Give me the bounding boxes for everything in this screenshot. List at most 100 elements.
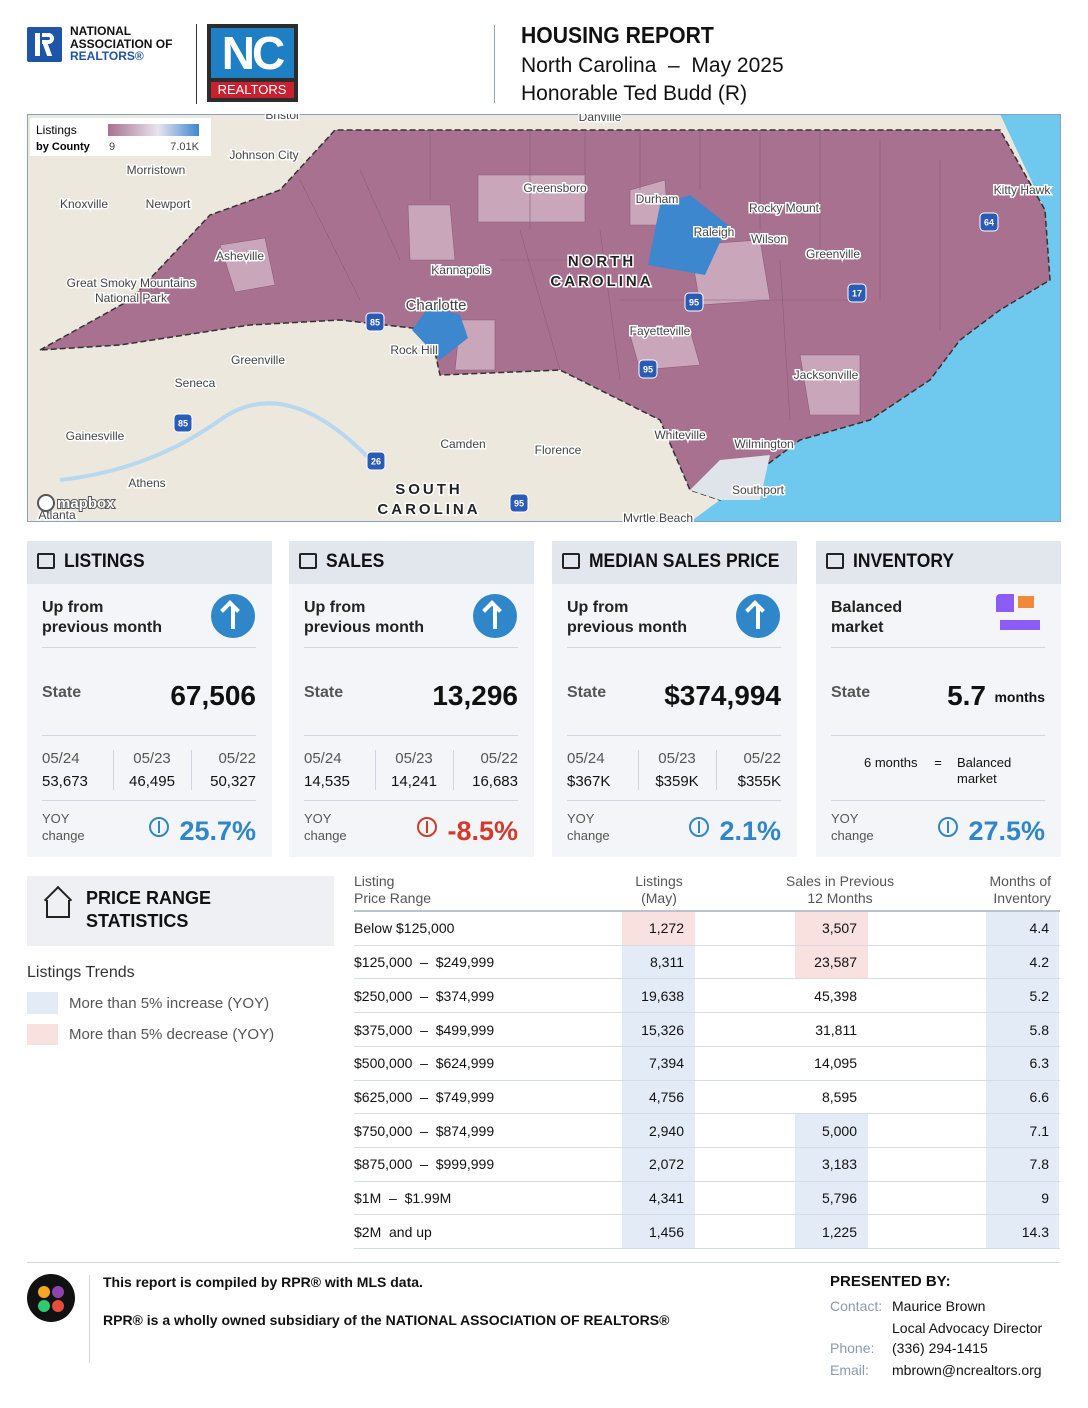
map-state-label: NORTH — [568, 253, 636, 270]
table-header: (May) — [641, 889, 677, 906]
map-place-label: Camden — [440, 437, 485, 451]
table-cell: 1,272 — [648, 920, 684, 937]
table-header-rule — [354, 910, 1060, 912]
nar-logo-r-arc — [42, 33, 54, 44]
yoy-label: YOY — [42, 811, 70, 827]
card-header — [816, 541, 1061, 584]
card-divider — [567, 800, 781, 801]
history-period: 05/23 — [133, 750, 171, 767]
cell-shade — [986, 1013, 1059, 1047]
card-title: SALES — [326, 550, 385, 572]
map-place-label: Knoxville — [60, 197, 108, 211]
highway-shield — [847, 283, 867, 303]
row-rule — [354, 944, 1060, 946]
map-place-label: Wilmington — [734, 437, 793, 451]
history-value: 50,327 — [210, 773, 256, 790]
yoy-label: change — [567, 828, 610, 844]
map-state-label: CAROLINA — [377, 501, 480, 518]
history-period: 05/24 — [567, 750, 605, 767]
card-title: MEDIAN SALES PRICE — [589, 550, 780, 572]
footer-rule — [27, 1262, 1060, 1263]
map-place-label: Whiteville — [654, 428, 706, 442]
card-title: INVENTORY — [853, 550, 955, 572]
card-title: LISTINGS — [64, 550, 145, 572]
map-place-label: Asheville — [216, 249, 264, 263]
nc-logo-band — [211, 82, 294, 98]
balance-lhs: 6 months — [864, 755, 918, 771]
highway-shield — [173, 413, 193, 433]
table-cell: 7.1 — [1029, 1122, 1049, 1139]
cell-shade — [622, 979, 695, 1014]
cell-shade — [622, 1013, 695, 1047]
cell-shade — [986, 945, 1059, 980]
table-cell: 1,225 — [821, 1223, 857, 1240]
card-state-value: $374,994 — [664, 680, 781, 712]
card — [289, 541, 534, 857]
history-period: 05/23 — [395, 750, 433, 767]
legend-swatch — [27, 1024, 58, 1045]
table-cell: 6.3 — [1029, 1055, 1049, 1072]
trend-arrow-shaft — [493, 605, 497, 629]
inventory-icon — [996, 594, 1040, 634]
row-rule — [354, 1079, 1060, 1081]
history-period: 05/22 — [480, 750, 518, 767]
card-state-label: State — [304, 684, 344, 702]
cell-shade — [795, 1215, 868, 1249]
card-trend: previous month — [42, 619, 163, 637]
table-cell: 8,311 — [650, 954, 684, 971]
yoy-arrow — [417, 817, 437, 837]
card-header — [27, 541, 272, 584]
nc-logo-mark: NC — [221, 27, 285, 80]
card-trend: Up from — [42, 599, 104, 617]
table-header: Inventory — [993, 889, 1051, 906]
rpr-logo-dot — [52, 1300, 64, 1312]
card-icon — [826, 553, 844, 569]
highway-number: 64 — [984, 217, 994, 227]
yoy-arrow-shaft — [698, 821, 700, 833]
map-state-label: SOUTH — [395, 481, 463, 498]
rpr-logo — [27, 1274, 75, 1322]
table-cell: 4.2 — [1029, 954, 1049, 971]
map-place-label: Myrtle Beach — [623, 511, 693, 522]
highway-number: 85 — [178, 418, 188, 428]
table-cell: $375,000 – $499,999 — [354, 1021, 495, 1038]
card-trend: previous month — [304, 619, 425, 637]
nar-logo-text: REALTORS® — [70, 48, 144, 63]
history-period: 05/22 — [218, 750, 256, 767]
row-rule — [354, 978, 1060, 980]
cell-shade — [986, 1215, 1059, 1249]
card — [27, 541, 272, 857]
yoy-label: change — [831, 828, 874, 844]
table-cell: $875,000 – $999,999 — [354, 1156, 495, 1173]
history-value: $359K — [655, 773, 699, 790]
table-header: Listing — [354, 872, 395, 889]
table-cell: $750,000 – $874,999 — [354, 1122, 495, 1139]
legend-label: More than 5% increase (YOY) — [69, 995, 270, 1012]
cell-shade — [986, 1114, 1059, 1148]
table-cell: $500,000 – $624,999 — [354, 1055, 495, 1072]
table-header: Months of — [989, 872, 1051, 889]
row-rule — [354, 1180, 1060, 1182]
cell-shade — [622, 1114, 695, 1148]
map-place-label: Great Smoky Mountains — [67, 276, 196, 290]
cell-shade — [986, 1080, 1059, 1115]
contact-label: Contact: — [830, 1297, 883, 1314]
map-place-label: Fayetteville — [630, 324, 691, 338]
highway-shield — [979, 212, 999, 232]
contact-value: mbrown@ncrealtors.org — [892, 1361, 1042, 1378]
map-place-label: Rock Hill — [390, 343, 437, 357]
table-cell: 4,341 — [648, 1190, 684, 1207]
yoy-value: -8.5% — [447, 815, 518, 846]
row-rule — [354, 1113, 1060, 1115]
history-value: 53,673 — [42, 773, 88, 790]
table-cell: 5.8 — [1029, 1021, 1049, 1038]
history-value: 46,495 — [129, 773, 175, 790]
balance-rhs: market — [957, 771, 997, 787]
table-header: Price Range — [354, 889, 432, 906]
cell-shade — [622, 945, 695, 980]
map-place-label: Johnson City — [229, 148, 298, 162]
table-header: Sales in Previous — [785, 872, 895, 889]
highway-number: 17 — [852, 288, 862, 298]
table-cell: 9 — [1041, 1190, 1049, 1207]
card-divider — [831, 735, 1045, 736]
